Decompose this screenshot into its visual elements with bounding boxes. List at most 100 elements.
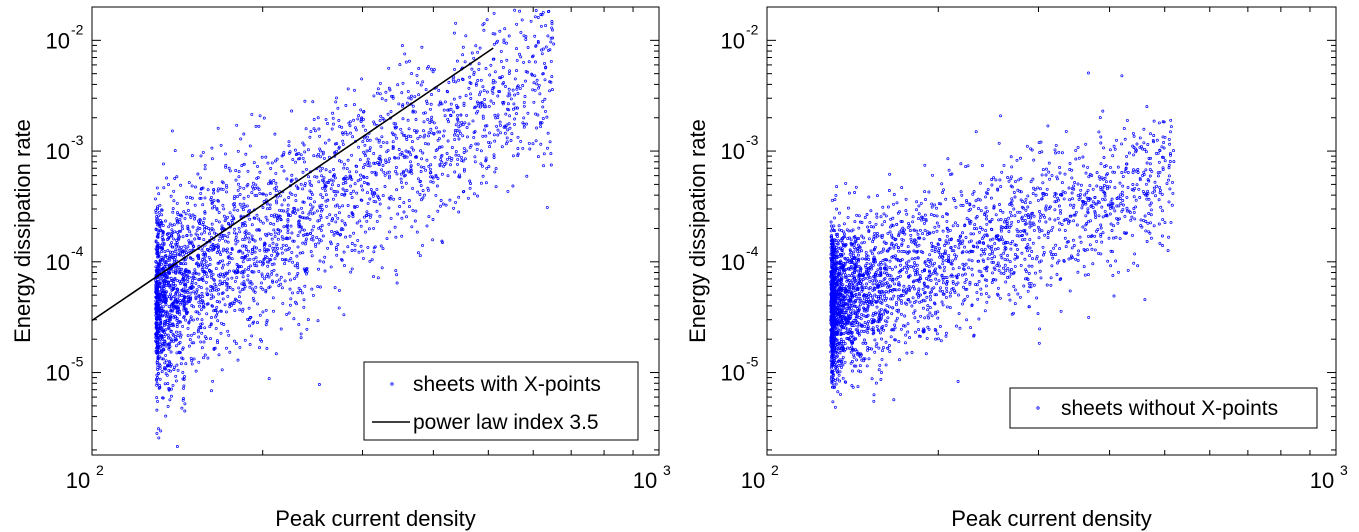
scatter-point — [402, 170, 406, 174]
scatter-point — [350, 177, 354, 181]
y-tick-label: 10 — [46, 361, 70, 386]
scatter-point — [273, 213, 277, 217]
scatter-point — [834, 239, 838, 242]
scatter-point — [342, 313, 346, 317]
scatter-point — [400, 180, 403, 184]
scatter-point — [359, 224, 363, 228]
scatter-point — [305, 232, 309, 236]
scatter-point — [507, 122, 511, 126]
scatter-point — [401, 81, 405, 85]
scatter-point — [277, 284, 281, 288]
scatter-point — [488, 131, 492, 135]
scatter-point — [308, 135, 312, 139]
scatter-point — [887, 189, 891, 192]
scatter-point — [442, 129, 446, 133]
scatter-point — [246, 169, 250, 173]
scatter-point — [172, 237, 175, 241]
scatter-point — [316, 285, 320, 289]
scatter-point — [219, 309, 223, 313]
scatter-point — [983, 309, 987, 313]
scatter-point — [301, 233, 305, 237]
scatter-point — [176, 221, 179, 225]
scatter-point — [1070, 176, 1074, 180]
scatter-point — [258, 191, 262, 195]
scatter-point — [999, 271, 1003, 275]
scatter-point — [241, 270, 245, 273]
scatter-point — [522, 100, 526, 104]
scatter-point — [1149, 156, 1153, 160]
scatter-point — [263, 249, 267, 253]
scatter-point — [407, 127, 411, 131]
scatter-point — [342, 166, 346, 170]
scatter-point — [892, 246, 896, 250]
scatter-point — [236, 188, 240, 192]
scatter-point — [489, 99, 493, 103]
scatter-point — [462, 146, 466, 150]
scatter-point — [238, 185, 242, 189]
scatter-point — [341, 187, 345, 191]
scatter-point — [197, 236, 201, 240]
scatter-point — [533, 88, 537, 92]
scatter-point — [923, 163, 927, 167]
scatter-point — [425, 224, 429, 228]
scatter-point — [1053, 218, 1057, 222]
scatter-point — [196, 264, 200, 268]
scatter-point — [376, 160, 380, 164]
scatter-point — [174, 315, 177, 319]
scatter-point — [394, 269, 398, 273]
scatter-point — [307, 212, 311, 216]
scatter-point — [286, 219, 290, 223]
scatter-point — [869, 249, 873, 253]
scatter-point — [290, 109, 294, 113]
scatter-point — [846, 294, 849, 298]
scatter-point — [157, 280, 161, 283]
scatter-point — [187, 344, 191, 348]
scatter-point — [164, 219, 167, 223]
scatter-point — [891, 278, 895, 282]
scatter-point — [351, 135, 355, 139]
scatter-point — [372, 246, 376, 250]
scatter-point — [217, 238, 221, 242]
scatter-point — [330, 127, 334, 131]
scatter-point — [199, 308, 203, 312]
scatter-point — [831, 266, 834, 269]
scatter-point — [863, 264, 867, 268]
scatter-point — [180, 267, 184, 271]
scatter-point — [159, 322, 162, 326]
scatter-point — [1120, 142, 1124, 146]
scatter-point — [1028, 238, 1032, 242]
scatter-point — [1149, 236, 1153, 240]
scatter-point — [339, 228, 343, 232]
scatter-point — [418, 134, 422, 138]
scatter-point — [402, 133, 405, 137]
scatter-point — [331, 111, 335, 115]
scatter-point — [1158, 191, 1162, 195]
scatter-point — [829, 220, 833, 224]
scatter-point — [1018, 295, 1022, 299]
scatter-point — [461, 45, 465, 49]
scatter-point — [1024, 197, 1028, 201]
scatter-point — [190, 242, 194, 246]
scatter-point — [457, 153, 461, 157]
scatter-point — [934, 312, 937, 316]
scatter-point — [324, 117, 328, 121]
scatter-point — [854, 328, 858, 332]
scatter-point — [1072, 244, 1076, 247]
scatter-point — [1158, 242, 1162, 245]
scatter-point — [208, 247, 212, 251]
scatter-point — [261, 310, 265, 314]
scatter-point — [199, 191, 203, 195]
scatter-point — [842, 295, 846, 299]
scatter-point — [268, 207, 272, 210]
scatter-point — [258, 114, 262, 118]
scatter-point — [1139, 218, 1143, 222]
scatter-point — [1070, 256, 1074, 260]
scatter-point — [443, 114, 447, 118]
scatter-point — [228, 286, 232, 289]
scatter-point — [273, 187, 277, 191]
scatter-point — [334, 213, 338, 217]
scatter-point — [409, 164, 413, 168]
scatter-point — [1109, 180, 1113, 184]
scatter-point — [887, 305, 891, 309]
scatter-point — [244, 248, 248, 252]
